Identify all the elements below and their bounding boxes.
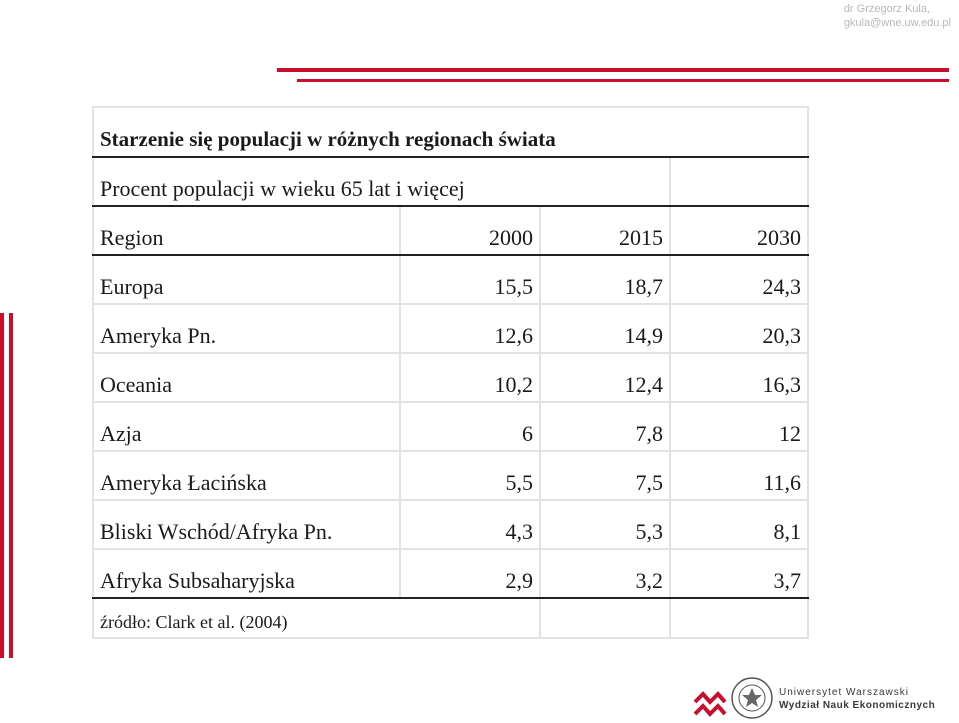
- value-2015: 7,8: [539, 401, 671, 452]
- table-title-row: Starzenie się populacji w różnych region…: [92, 106, 809, 158]
- table-row: Ameryka Łacińska 5,5 7,5 11,6: [92, 450, 809, 501]
- value-2030: 20,3: [669, 303, 809, 354]
- red-rule-bottom: [297, 79, 949, 82]
- empty-cell: [669, 597, 809, 639]
- region-cell: Ameryka Pn.: [92, 303, 401, 354]
- value-2000: 12,6: [399, 303, 541, 354]
- value-2000: 2,9: [399, 548, 541, 599]
- table-row: Ameryka Pn. 12,6 14,9 20,3: [92, 303, 809, 354]
- value-2000: 15,5: [399, 254, 541, 305]
- table-source: źródło: Clark et al. (2004): [92, 597, 541, 639]
- header-2000: 2000: [399, 205, 541, 256]
- header-2015: 2015: [539, 205, 671, 256]
- table-title: Starzenie się populacji w różnych region…: [92, 106, 809, 158]
- value-2030: 24,3: [669, 254, 809, 305]
- value-2015: 14,9: [539, 303, 671, 354]
- table-subtitle: Procent populacji w wieku 65 lat i więce…: [92, 156, 671, 207]
- university-name: Uniwersytet Warszawski: [779, 687, 909, 698]
- value-2015: 7,5: [539, 450, 671, 501]
- value-2000: 4,3: [399, 499, 541, 550]
- table-row: Bliski Wschód/Afryka Pn. 4,3 5,3 8,1: [92, 499, 809, 550]
- value-2000: 10,2: [399, 352, 541, 403]
- region-cell: Azja: [92, 401, 401, 452]
- table-row: Azja 6 7,8 12: [92, 401, 809, 452]
- value-2015: 18,7: [539, 254, 671, 305]
- value-2015: 5,3: [539, 499, 671, 550]
- region-cell: Bliski Wschód/Afryka Pn.: [92, 499, 401, 550]
- author-name: dr Grzegorz Kula,: [843, 3, 931, 15]
- wne-zigzag-icon: [693, 691, 727, 717]
- table-header-row: Region 2000 2015 2030: [92, 205, 809, 256]
- value-2000: 5,5: [399, 450, 541, 501]
- left-decoration: [0, 313, 14, 658]
- university-logo: Uniwersytet Warszawski Wydział Nauk Ekon…: [693, 676, 955, 723]
- table-source-row: źródło: Clark et al. (2004): [92, 597, 809, 639]
- author-email: gkula@wne.uw.edu.pl: [843, 17, 951, 29]
- value-2015: 12,4: [539, 352, 671, 403]
- header-decoration: [277, 68, 949, 82]
- left-bar-2: [9, 313, 13, 658]
- empty-cell: [669, 156, 809, 207]
- region-cell: Afryka Subsaharyjska: [92, 548, 401, 599]
- university-seal-icon: [731, 677, 773, 719]
- header-region: Region: [92, 205, 401, 256]
- value-2030: 3,7: [669, 548, 809, 599]
- table-row: Europa 15,5 18,7 24,3: [92, 254, 809, 305]
- red-rule-top: [277, 68, 949, 72]
- table-row: Oceania 10,2 12,4 16,3: [92, 352, 809, 403]
- region-cell: Europa: [92, 254, 401, 305]
- value-2030: 11,6: [669, 450, 809, 501]
- value-2030: 8,1: [669, 499, 809, 550]
- empty-cell: [539, 597, 671, 639]
- region-cell: Ameryka Łacińska: [92, 450, 401, 501]
- header-2030: 2030: [669, 205, 809, 256]
- author-info: dr Grzegorz Kula, gkula@wne.uw.edu.pl: [844, 2, 951, 30]
- value-2030: 12: [669, 401, 809, 452]
- value-2000: 6: [399, 401, 541, 452]
- faculty-name: Wydział Nauk Ekonomicznych: [779, 700, 936, 711]
- value-2015: 3,2: [539, 548, 671, 599]
- left-bar-1: [0, 313, 4, 658]
- region-cell: Oceania: [92, 352, 401, 403]
- table-subtitle-row: Procent populacji w wieku 65 lat i więce…: [92, 156, 809, 207]
- table-row: Afryka Subsaharyjska 2,9 3,2 3,7: [92, 548, 809, 599]
- aging-table: Starzenie się populacji w różnych region…: [92, 106, 809, 639]
- value-2030: 16,3: [669, 352, 809, 403]
